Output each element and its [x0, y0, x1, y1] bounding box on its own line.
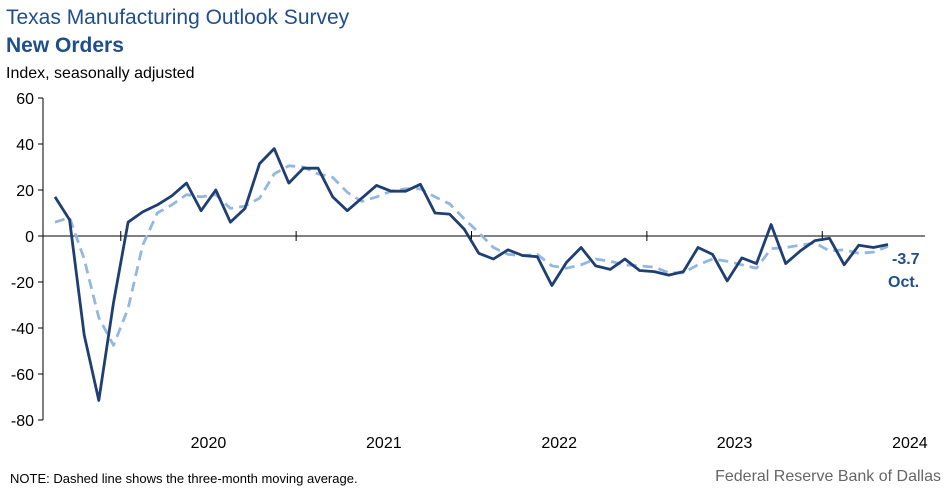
new-orders-line	[53, 147, 889, 402]
chart-title: Texas Manufacturing Outlook Survey	[6, 6, 350, 29]
y-tick-label: -20	[11, 275, 34, 292]
moving-average-line	[54, 164, 889, 347]
y-tick-label: 40	[16, 137, 34, 154]
last-value-label: -3.7	[892, 251, 920, 268]
x-tick-label: 2023	[717, 435, 753, 452]
chart-subtitle: New Orders	[6, 34, 124, 57]
x-tick-label: 2020	[191, 435, 227, 452]
x-tick-label: 2022	[541, 435, 577, 452]
x-tick-label: 2021	[366, 435, 402, 452]
y-tick-label: -60	[11, 367, 34, 384]
y-tick-label: -80	[11, 413, 34, 430]
source-credit: Federal Reserve Bank of Dallas	[715, 468, 941, 485]
y-tick-label: 20	[16, 183, 34, 200]
footnote: NOTE: Dashed line shows the three-month …	[10, 471, 358, 486]
y-tick-label: 60	[16, 91, 34, 108]
y-tick-label: 0	[25, 229, 34, 246]
x-tick-label: 2024	[892, 435, 928, 452]
last-period-label: Oct.	[888, 274, 919, 291]
y-axis-units-label: Index, seasonally adjusted	[6, 65, 195, 82]
y-tick-label: -40	[11, 321, 34, 338]
